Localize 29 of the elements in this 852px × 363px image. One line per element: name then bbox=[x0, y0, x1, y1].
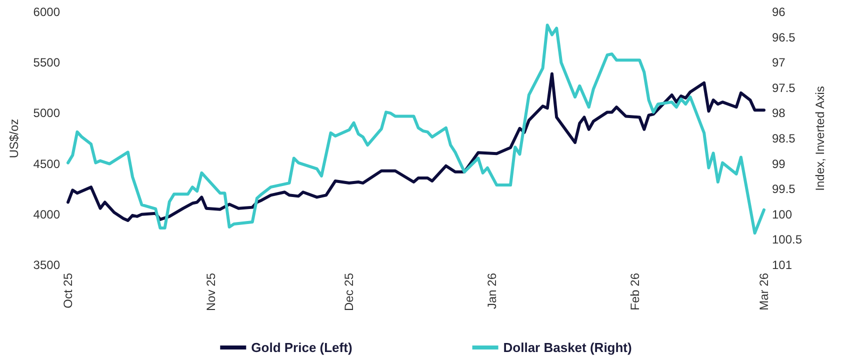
y2-tick-label: 96.5 bbox=[772, 30, 796, 44]
y2-tick-label: 100.5 bbox=[772, 232, 802, 247]
y-tick-label: 6000 bbox=[33, 5, 60, 19]
y2-tick-label: 97.5 bbox=[772, 80, 796, 95]
y2-tick-label: 100 bbox=[772, 207, 792, 222]
y2-axis-title: Index, Inverted Axis bbox=[813, 86, 827, 191]
y2-tick-label: 99.5 bbox=[772, 182, 796, 196]
line-series bbox=[66, 72, 766, 222]
y-tick-label: 4500 bbox=[33, 156, 60, 171]
x-tick-label: Mar 26 bbox=[757, 272, 771, 310]
x-tick-label: Jan 26 bbox=[485, 272, 500, 310]
y2-tick-label: 101 bbox=[772, 258, 792, 272]
y2-tick-label: 96 bbox=[772, 5, 786, 19]
x-tick-label: Oct 25 bbox=[61, 272, 75, 308]
y2-tick-label: 98 bbox=[772, 106, 786, 120]
x-tick-label: Nov 25 bbox=[204, 272, 218, 312]
y2-tick-label: 99 bbox=[772, 156, 786, 171]
y-tick-label: 3500 bbox=[33, 258, 60, 272]
legend-label: Gold Price (Left) bbox=[251, 340, 352, 355]
line-series bbox=[66, 24, 766, 235]
y-tick-label: 5500 bbox=[33, 56, 60, 70]
y-tick-label: 4000 bbox=[33, 207, 60, 222]
y2-tick-label: 97 bbox=[772, 56, 786, 70]
y-axis-title: US$/oz bbox=[7, 118, 21, 158]
y2-tick-label: 98.5 bbox=[772, 132, 796, 146]
legend-label: Dollar Basket (Right) bbox=[503, 340, 632, 355]
x-tick-label: Dec 25 bbox=[342, 272, 356, 312]
y-tick-label: 5000 bbox=[33, 106, 60, 120]
x-tick-label: Feb 26 bbox=[628, 272, 642, 310]
